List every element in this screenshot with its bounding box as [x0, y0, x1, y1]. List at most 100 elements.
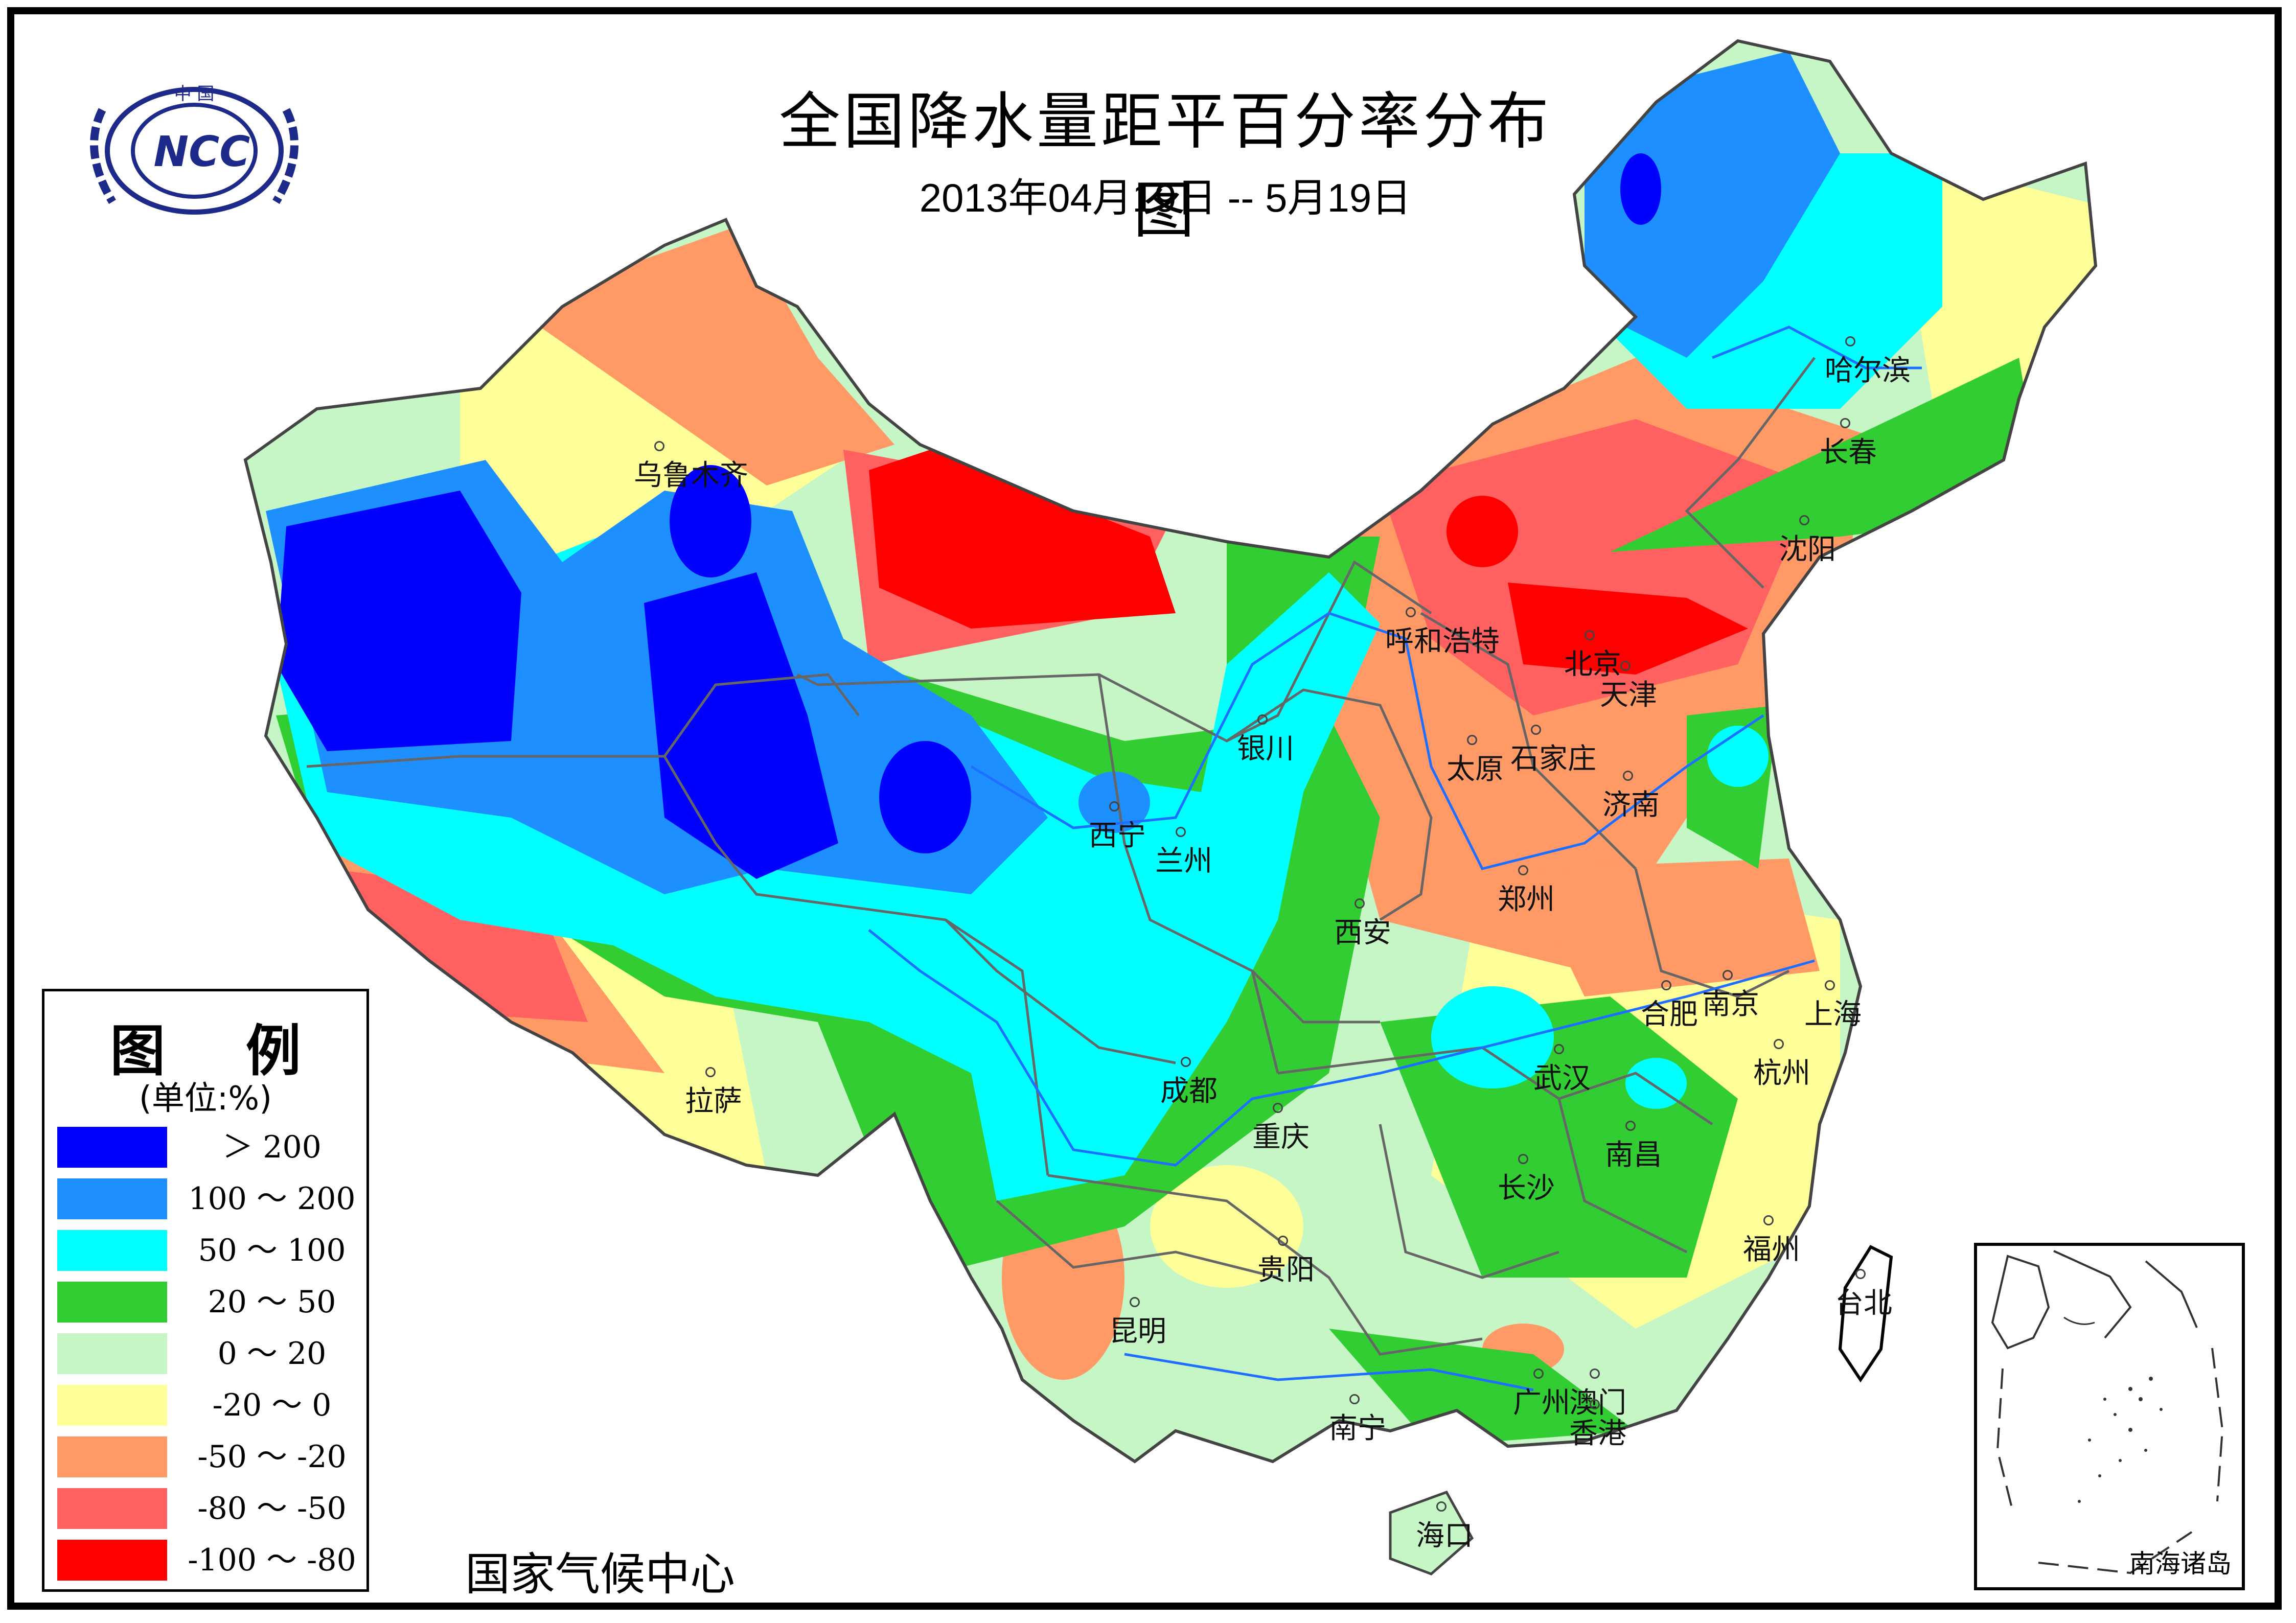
city-marker: [1130, 1297, 1140, 1307]
city-marker: [1840, 418, 1850, 428]
city-marker: [1774, 1039, 1784, 1049]
city-label: 长沙: [1498, 1172, 1555, 1205]
legend-item: -80 ～ -50: [57, 1488, 364, 1529]
city-label: 台北: [1835, 1287, 1892, 1320]
ncc-logo: 中 国 NCC: [72, 69, 317, 222]
legend-label: 20 ～ 50: [208, 1284, 336, 1320]
legend-swatch: [57, 1385, 167, 1426]
legend-label: ＞ 200: [222, 1129, 322, 1165]
legend-swatch: [57, 1333, 167, 1374]
legend-swatch: [57, 1436, 167, 1477]
legend-item: 20 ～ 50: [57, 1282, 364, 1323]
legend-swatch: [57, 1178, 167, 1219]
producer-name: 国家气候中心: [465, 1548, 736, 1601]
city-marker: [1406, 607, 1416, 617]
city-label: 长春: [1820, 436, 1877, 469]
legend-item: -50 ～ -20: [57, 1436, 364, 1477]
city-marker: [1799, 515, 1809, 525]
legend-label: 50 ～ 100: [198, 1233, 346, 1268]
inset-label: 南海诸岛: [2129, 1549, 2232, 1579]
city-label: 海口: [1416, 1519, 1473, 1552]
city-label: 成都: [1160, 1075, 1218, 1108]
legend-label: 0 ～ 20: [217, 1336, 327, 1372]
city-label: 福州: [1743, 1233, 1800, 1266]
legend-label: -100 ～ -80: [188, 1542, 356, 1578]
legend-swatch: [57, 1230, 167, 1271]
city-label: 昆明: [1109, 1315, 1166, 1348]
city-label: 南昌: [1605, 1139, 1662, 1172]
city-label: 郑州: [1498, 883, 1555, 916]
date-range: 2013年04月19日 -- 5月19日: [919, 175, 1412, 220]
legend-label: -80 ～ -50: [197, 1491, 347, 1526]
city-label: 呼和浩特: [1385, 625, 1500, 658]
city-marker: [1590, 1369, 1600, 1379]
city-marker: [1109, 801, 1119, 812]
city-marker: [1825, 980, 1835, 990]
city-marker: [1620, 661, 1631, 671]
city-label: 广州: [1513, 1386, 1570, 1420]
city-marker: [1354, 898, 1365, 909]
city-marker: [1585, 630, 1595, 640]
city-marker: [1518, 865, 1528, 875]
city-marker: [1845, 336, 1855, 346]
legend-item: 50 ～ 100: [57, 1230, 364, 1271]
legend-item: 0 ～ 20: [57, 1333, 364, 1374]
svg-text:中 国: 中 国: [174, 84, 215, 104]
city-label: 济南: [1602, 789, 1660, 822]
city-marker: [1723, 970, 1733, 980]
legend-swatch: [57, 1282, 167, 1323]
legend-item: 100 ～ 200: [57, 1178, 364, 1219]
city-label: 上海: [1804, 998, 1862, 1031]
legend-item: ＞ 200: [57, 1127, 364, 1168]
legend-swatch: [57, 1488, 167, 1529]
city-marker: [1181, 1057, 1191, 1067]
city-label: 拉萨: [685, 1085, 742, 1118]
city-marker: [1623, 771, 1633, 781]
city-label: 天津: [1600, 679, 1657, 712]
city-marker: [1531, 725, 1541, 735]
city-label: 杭州: [1753, 1057, 1810, 1090]
city-label: 兰州: [1155, 845, 1212, 878]
city-label: 太原: [1447, 753, 1504, 786]
city-label: 乌鲁木齐: [634, 459, 748, 492]
city-marker: [1661, 980, 1671, 990]
city-marker: [1763, 1215, 1774, 1225]
city-label: 南宁: [1329, 1412, 1386, 1445]
city-marker: [705, 1067, 716, 1077]
city-label: 石家庄: [1510, 743, 1596, 776]
city-marker: [1467, 735, 1477, 745]
legend-label: 100 ～ 200: [188, 1181, 356, 1217]
city-label: 贵阳: [1257, 1254, 1315, 1287]
city-marker: [1533, 1369, 1544, 1379]
city-marker: [1273, 1103, 1283, 1113]
legend-swatch: [57, 1127, 167, 1168]
city-label: 西宁: [1089, 819, 1146, 852]
south-china-sea-inset: 南海诸岛: [1974, 1243, 2245, 1590]
legend: 图 例 (单位:%) ＞ 200 100 ～ 200 50 ～ 100 20 ～ 50…: [42, 989, 369, 1592]
legend-label: -50 ～ -20: [197, 1439, 347, 1475]
legend-swatch: [57, 1540, 167, 1581]
city-label: 香港: [1569, 1417, 1626, 1450]
city-label: 哈尔滨: [1825, 354, 1911, 387]
city-marker: [1855, 1269, 1866, 1279]
svg-text:NCC: NCC: [154, 128, 250, 176]
city-marker: [1554, 1044, 1564, 1054]
city-marker: [1349, 1394, 1360, 1404]
city-marker: [1625, 1121, 1636, 1131]
city-label: 南京: [1702, 988, 1759, 1021]
city-marker: [1257, 714, 1268, 725]
city-label: 重庆: [1252, 1121, 1310, 1154]
page-title: 全国降水量距平百分率分布图: [779, 86, 1552, 246]
city-label: 北京: [1564, 648, 1621, 681]
city-label: 银川: [1237, 732, 1294, 766]
city-label: 沈阳: [1779, 533, 1836, 566]
legend-label: -20 ～ 0: [212, 1387, 332, 1423]
city-marker: [1590, 1399, 1600, 1409]
legend-title: 图 例: [110, 1019, 332, 1083]
legend-item: -20 ～ 0: [57, 1385, 364, 1426]
city-label: 西安: [1334, 916, 1391, 949]
city-marker: [1518, 1154, 1528, 1164]
city-label: 合肥: [1641, 998, 1698, 1031]
city-label: 武汉: [1533, 1062, 1591, 1095]
